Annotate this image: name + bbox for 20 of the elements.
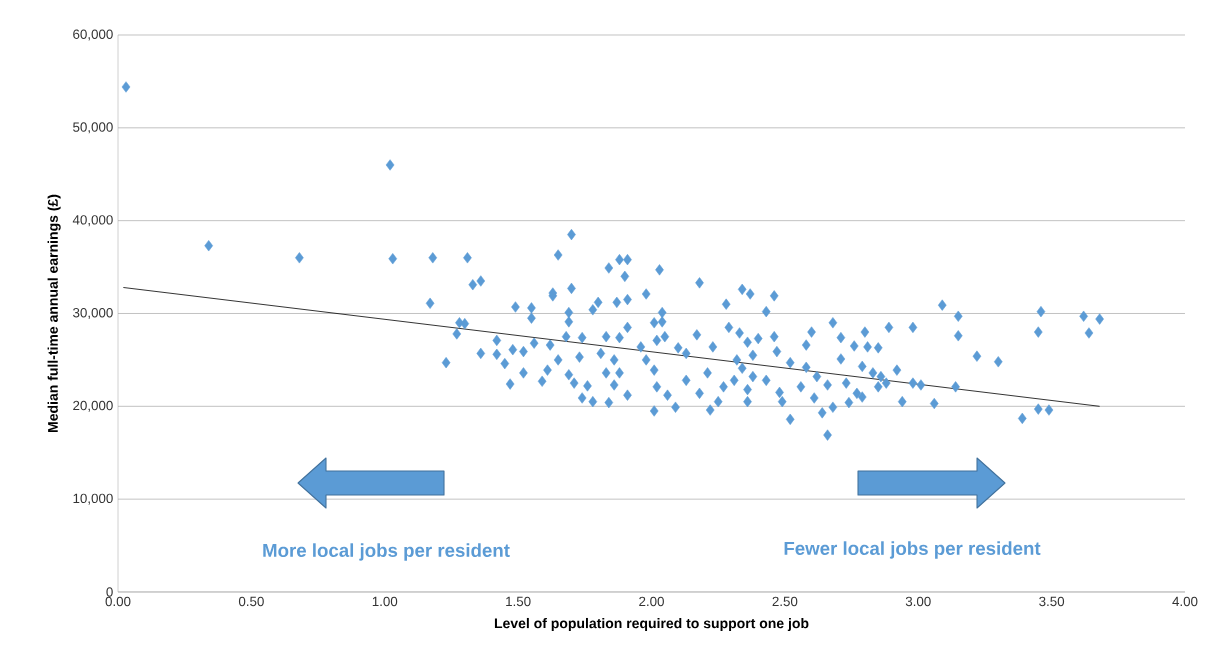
x-tick-label: 0.00 [105,596,131,607]
y-tick-label: 40,000 [72,215,113,227]
x-tick-label: 1.50 [506,596,531,607]
x-tick-label: 2.50 [772,596,798,607]
y-tick-label: 0 [106,587,113,597]
annotation: More local jobs per resident [263,543,510,561]
x-tick-label: 3.50 [1039,596,1065,607]
y-tick-label: 50,000 [73,122,113,134]
y-axis-title: Median full-time annual earnings (£) [47,194,61,432]
x-tick-label: 0.50 [238,596,264,607]
x-tick-label: 1.00 [372,596,398,607]
y-tick-label: 30,000 [73,307,113,320]
x-tick-label: 3.00 [905,596,931,607]
y-tick-label: 10,000 [73,493,113,505]
annotation: Fewer local jobs per resident [784,541,1041,559]
x-axis-title: Level of population required to support one job [494,617,809,632]
x-tick-label: 4.00 [1172,596,1198,607]
y-tick-label: 60,000 [73,29,113,41]
y-tick-label: 20,000 [73,400,113,412]
x-tick-label: 2.00 [639,596,664,607]
